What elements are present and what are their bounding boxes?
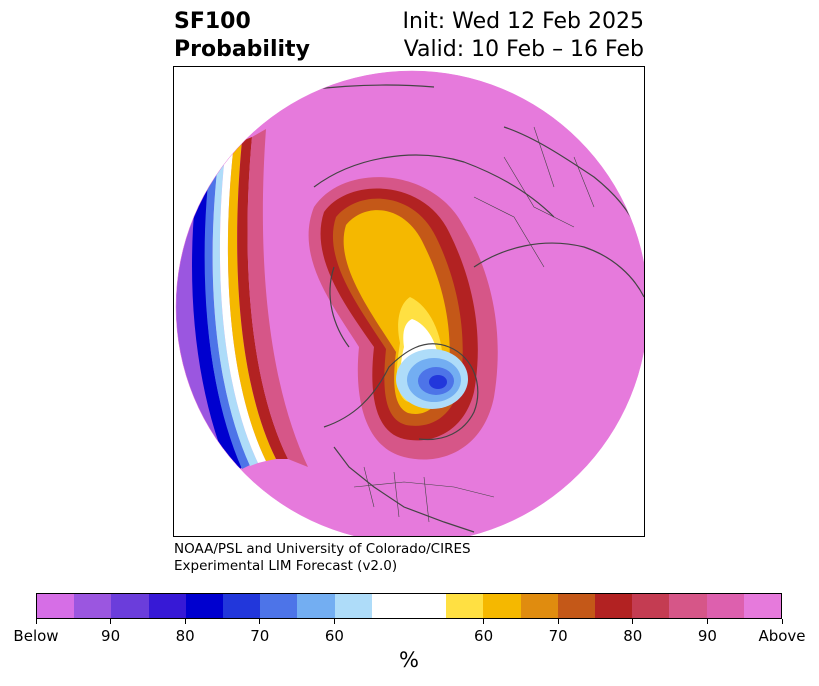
probability-map	[175, 70, 644, 536]
colorbar-swatch	[74, 594, 112, 618]
colorbar-swatch	[743, 594, 782, 618]
colorbar-tick-label: 80	[623, 627, 643, 645]
colorbar-tick-mark	[557, 619, 559, 624]
colorbar-swatch	[632, 594, 670, 618]
colorbar-swatch	[483, 594, 521, 618]
colorbar-tick-label: 80	[175, 627, 195, 645]
colorbar-swatch	[148, 594, 186, 618]
colorbar-swatch	[260, 594, 298, 618]
title-line-1: SF100	[174, 9, 251, 34]
colorbar-swatch	[595, 594, 633, 618]
colorbar-tick-mark	[632, 619, 634, 624]
colorbar-tick-mark	[35, 619, 37, 624]
colorbar-tick-label: 90	[101, 627, 121, 645]
init-date: Init: Wed 12 Feb 2025	[402, 9, 644, 34]
colorbar-swatch	[706, 594, 744, 618]
colorbar-tick-label: 60	[474, 627, 494, 645]
colorbar-swatch	[223, 594, 261, 618]
colorbar-swatch	[37, 594, 75, 618]
colorbar-swatch	[520, 594, 558, 618]
chart-title: SF100 Probability	[174, 8, 310, 64]
colorbar-tick-label: 70	[548, 627, 568, 645]
credit-line-1: NOAA/PSL and University of Colorado/CIRE…	[174, 541, 471, 557]
colorbar-swatch	[297, 594, 335, 618]
colorbar-tick-mark	[184, 619, 186, 624]
colorbar-tick-label: Below	[13, 627, 59, 645]
colorbar-tick-mark	[333, 619, 335, 624]
colorbar-tick-label: Above	[758, 627, 806, 645]
colorbar-swatch	[669, 594, 707, 618]
forecast-dates: Init: Wed 12 Feb 2025 Valid: 10 Feb – 16…	[403, 8, 644, 64]
valid-period: Valid: 10 Feb – 16 Feb	[403, 37, 644, 62]
colorbar-tick-mark	[706, 619, 708, 624]
colorbar-tick-mark	[483, 619, 485, 624]
colorbar-swatch	[185, 594, 224, 618]
colorbar-swatch	[371, 594, 447, 618]
colorbar-swatch	[334, 594, 372, 618]
colorbar-unit-label: %	[399, 648, 419, 672]
colorbar-tick-mark	[781, 619, 783, 624]
credit-text: NOAA/PSL and University of Colorado/CIRE…	[174, 541, 471, 575]
colorbar-tick-label: 60	[324, 627, 344, 645]
colorbar-swatch	[111, 594, 149, 618]
colorbar-swatch	[557, 594, 596, 618]
colorbar-tick-label: 70	[250, 627, 270, 645]
below-band-core	[192, 147, 242, 477]
title-line-2: Probability	[174, 37, 310, 62]
colorbar-swatch	[446, 594, 484, 618]
map-panel	[173, 66, 645, 537]
colorbar-tick-mark	[110, 619, 112, 624]
colorbar	[36, 593, 782, 619]
colorbar-tick-mark	[259, 619, 261, 624]
coastlines	[263, 84, 644, 533]
credit-line-2: Experimental LIM Forecast (v2.0)	[174, 558, 398, 574]
colorbar-tick-label: 90	[697, 627, 717, 645]
borders	[353, 126, 595, 523]
